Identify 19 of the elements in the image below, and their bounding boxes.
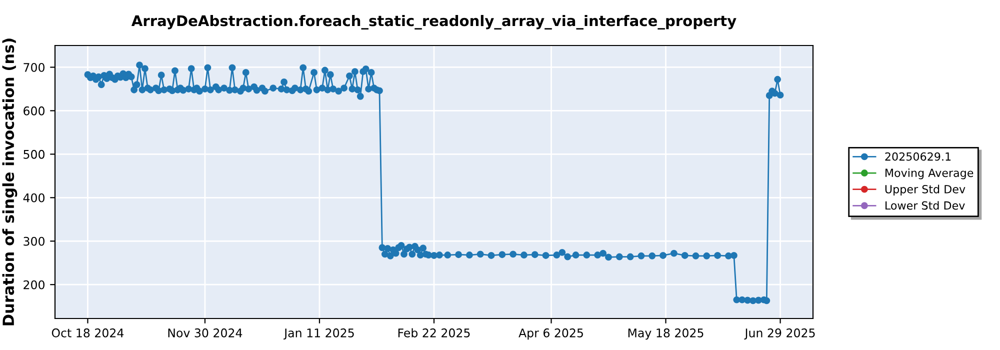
x-tick-label: Nov 30 2024: [168, 328, 242, 338]
y-tick-label: 600: [24, 106, 44, 116]
legend-label: Upper Std Dev: [885, 184, 966, 196]
y-tick-label: 400: [23, 193, 44, 202]
y-axis-title: Duration of single invocation (ns): [2, 38, 18, 326]
y-tick-label: 200: [24, 280, 44, 290]
legend-label: Moving Average: [886, 168, 974, 180]
x-tick-label: Feb 22 2025: [398, 328, 470, 338]
x-tick-label: May 18 2025: [628, 328, 704, 340]
y-tick-label: 700: [24, 62, 44, 72]
x-tick-label: Jun 29 2025: [744, 328, 815, 340]
x-tick-label: Oct 18 2024: [52, 328, 124, 338]
legend-label: 20250629.1: [885, 152, 951, 161]
x-tick-label: Apr 6 2025: [518, 328, 583, 340]
x-tick-label: Jan 11 2025: [283, 328, 354, 340]
y-tick-label: 300: [24, 236, 44, 246]
chart-title: ArrayDeAbstraction.foreach_static_readonly_array_via_interface_property: [131, 14, 736, 30]
y-tick-label: 500: [24, 150, 44, 159]
legend-label: Lower Std Dev: [886, 201, 965, 210]
